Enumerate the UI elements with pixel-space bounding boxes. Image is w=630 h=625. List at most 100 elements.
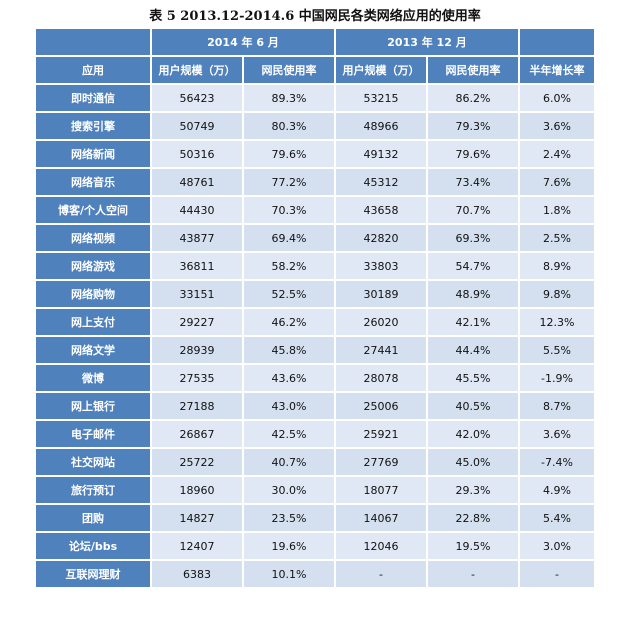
table-row: 网络视频 43877 69.4% 42820 69.3% 2.5%	[36, 225, 594, 251]
row-growth: 1.8%	[520, 197, 594, 223]
row-rate-b: 19.5%	[428, 533, 518, 559]
table-row: 电子邮件 26867 42.5% 25921 42.0% 3.6%	[36, 421, 594, 447]
table-row: 社交网站 25722 40.7% 27769 45.0% -7.4%	[36, 449, 594, 475]
row-app: 博客/个人空间	[36, 197, 150, 223]
table-row: 微博 27535 43.6% 28078 45.5% -1.9%	[36, 365, 594, 391]
row-users-b: 45312	[336, 169, 426, 195]
row-rate-a: 10.1%	[244, 561, 334, 587]
row-rate-a: 43.0%	[244, 393, 334, 419]
row-growth: 7.6%	[520, 169, 594, 195]
row-app: 电子邮件	[36, 421, 150, 447]
row-rate-a: 89.3%	[244, 85, 334, 111]
row-rate-b: 70.7%	[428, 197, 518, 223]
row-rate-a: 40.7%	[244, 449, 334, 475]
row-users-b: 28078	[336, 365, 426, 391]
table-row: 论坛/bbs 12407 19.6% 12046 19.5% 3.0%	[36, 533, 594, 559]
header-users-b: 用户规模（万）	[336, 57, 426, 83]
row-users-b: 48966	[336, 113, 426, 139]
row-users-b: 42820	[336, 225, 426, 251]
row-rate-b: 79.3%	[428, 113, 518, 139]
row-users-b: 30189	[336, 281, 426, 307]
usage-table: 2014 年 6 月 2013 年 12 月 应用 用户规模（万） 网民使用率 …	[34, 27, 596, 589]
row-app: 团购	[36, 505, 150, 531]
row-app: 网络游戏	[36, 253, 150, 279]
row-rate-b: 69.3%	[428, 225, 518, 251]
table-row: 网络新闻 50316 79.6% 49132 79.6% 2.4%	[36, 141, 594, 167]
row-users-a: 48761	[152, 169, 242, 195]
header-growth: 半年增长率	[520, 57, 594, 83]
table-row: 团购 14827 23.5% 14067 22.8% 5.4%	[36, 505, 594, 531]
row-growth: 8.7%	[520, 393, 594, 419]
row-growth: 3.6%	[520, 421, 594, 447]
row-growth: 3.6%	[520, 113, 594, 139]
row-growth: -7.4%	[520, 449, 594, 475]
table-title: 表 5 2013.12-2014.6 中国网民各类网络应用的使用率	[149, 9, 481, 24]
row-users-b: 26020	[336, 309, 426, 335]
usage-table-body: 2014 年 6 月 2013 年 12 月 应用 用户规模（万） 网民使用率 …	[36, 29, 594, 587]
row-rate-b: 45.5%	[428, 365, 518, 391]
header-empty-cell	[520, 29, 594, 55]
header-row-periods: 2014 年 6 月 2013 年 12 月	[36, 29, 594, 55]
row-rate-b: 73.4%	[428, 169, 518, 195]
row-users-a: 12407	[152, 533, 242, 559]
row-rate-b: 86.2%	[428, 85, 518, 111]
row-rate-b: 54.7%	[428, 253, 518, 279]
row-growth: 3.0%	[520, 533, 594, 559]
row-users-a: 25722	[152, 449, 242, 475]
header-users-a: 用户规模（万）	[152, 57, 242, 83]
row-users-a: 27188	[152, 393, 242, 419]
row-users-b: 49132	[336, 141, 426, 167]
row-rate-a: 52.5%	[244, 281, 334, 307]
row-users-a: 27535	[152, 365, 242, 391]
row-rate-a: 80.3%	[244, 113, 334, 139]
row-rate-a: 79.6%	[244, 141, 334, 167]
header-period-b: 2013 年 12 月	[336, 29, 518, 55]
row-rate-a: 45.8%	[244, 337, 334, 363]
row-rate-b: 48.9%	[428, 281, 518, 307]
row-users-a: 14827	[152, 505, 242, 531]
row-rate-b: 22.8%	[428, 505, 518, 531]
row-growth: 9.8%	[520, 281, 594, 307]
table-row: 即时通信 56423 89.3% 53215 86.2% 6.0%	[36, 85, 594, 111]
row-users-b: 43658	[336, 197, 426, 223]
table-row: 网络音乐 48761 77.2% 45312 73.4% 7.6%	[36, 169, 594, 195]
row-rate-a: 23.5%	[244, 505, 334, 531]
row-users-a: 36811	[152, 253, 242, 279]
row-growth: 2.5%	[520, 225, 594, 251]
header-app: 应用	[36, 57, 150, 83]
table-row: 网上银行 27188 43.0% 25006 40.5% 8.7%	[36, 393, 594, 419]
row-users-a: 56423	[152, 85, 242, 111]
row-users-b: 53215	[336, 85, 426, 111]
row-rate-a: 19.6%	[244, 533, 334, 559]
row-app: 网上支付	[36, 309, 150, 335]
row-rate-b: 79.6%	[428, 141, 518, 167]
row-rate-a: 69.4%	[244, 225, 334, 251]
row-rate-b: 29.3%	[428, 477, 518, 503]
row-growth: 5.4%	[520, 505, 594, 531]
row-app: 网络音乐	[36, 169, 150, 195]
row-rate-b: 45.0%	[428, 449, 518, 475]
row-users-b: 27441	[336, 337, 426, 363]
table-row: 网络游戏 36811 58.2% 33803 54.7% 8.9%	[36, 253, 594, 279]
row-app: 网络视频	[36, 225, 150, 251]
row-app: 微博	[36, 365, 150, 391]
row-rate-a: 43.6%	[244, 365, 334, 391]
row-users-a: 29227	[152, 309, 242, 335]
table-row: 旅行预订 18960 30.0% 18077 29.3% 4.9%	[36, 477, 594, 503]
row-growth: 12.3%	[520, 309, 594, 335]
header-rate-a: 网民使用率	[244, 57, 334, 83]
table-row: 网络购物 33151 52.5% 30189 48.9% 9.8%	[36, 281, 594, 307]
row-app: 社交网站	[36, 449, 150, 475]
row-rate-b: 40.5%	[428, 393, 518, 419]
table-row: 网络文学 28939 45.8% 27441 44.4% 5.5%	[36, 337, 594, 363]
row-growth: 2.4%	[520, 141, 594, 167]
row-users-a: 33151	[152, 281, 242, 307]
row-app: 网络新闻	[36, 141, 150, 167]
header-rate-b: 网民使用率	[428, 57, 518, 83]
table-row: 互联网理财 6383 10.1% - - -	[36, 561, 594, 587]
row-users-b: 18077	[336, 477, 426, 503]
row-rate-a: 42.5%	[244, 421, 334, 447]
row-rate-a: 30.0%	[244, 477, 334, 503]
row-rate-a: 70.3%	[244, 197, 334, 223]
row-rate-b: -	[428, 561, 518, 587]
